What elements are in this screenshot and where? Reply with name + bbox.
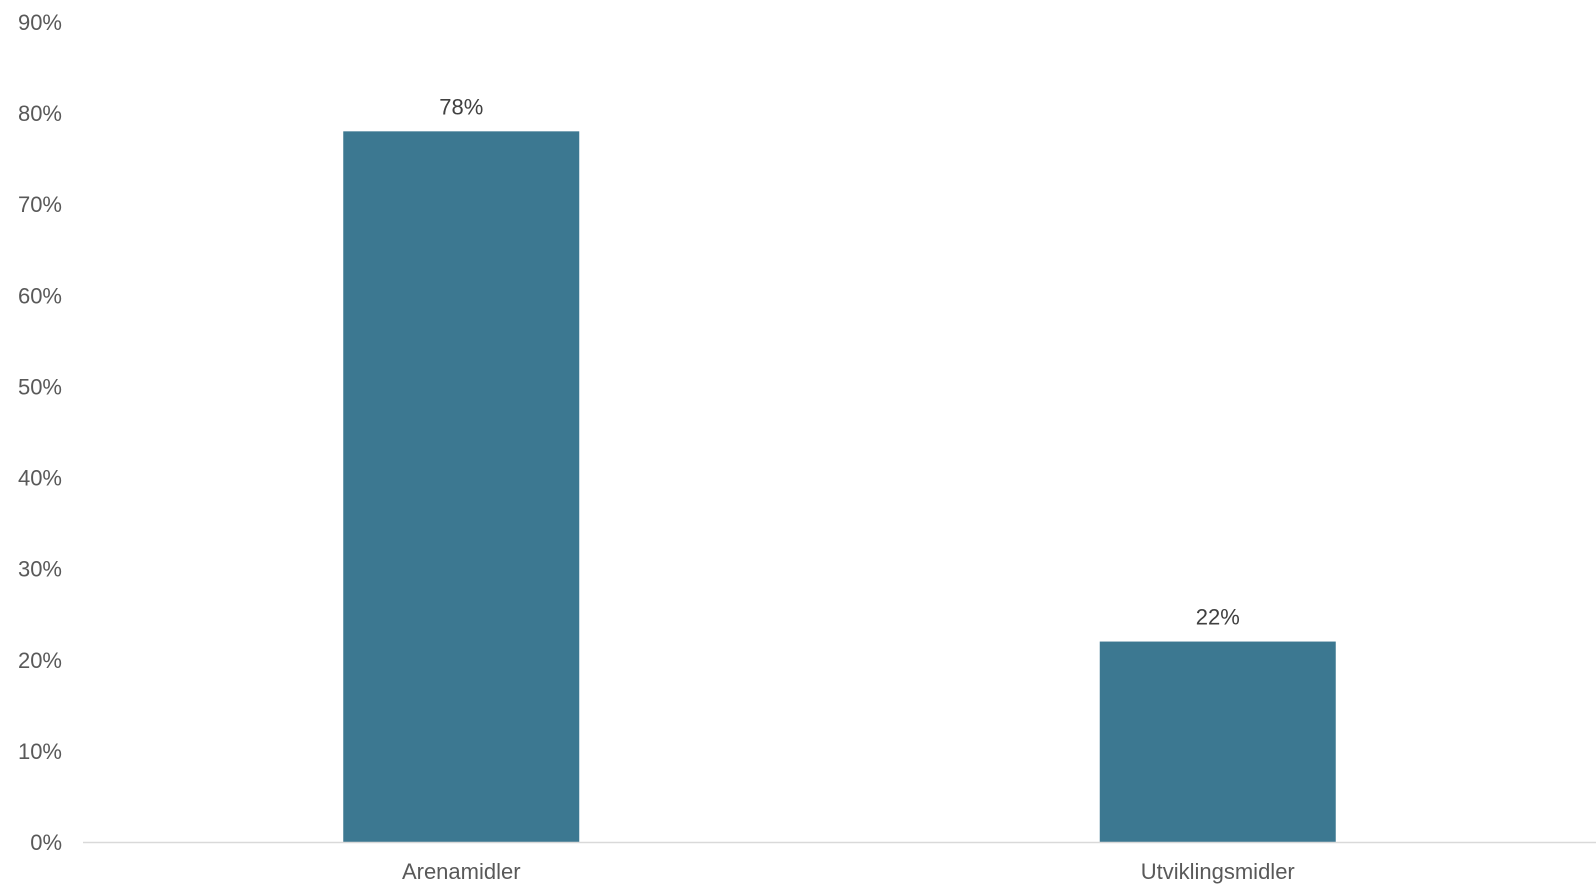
y-tick-label: 60% — [18, 283, 62, 308]
x-tick-label: Arenamidler — [402, 859, 521, 884]
y-tick-label: 80% — [18, 101, 62, 126]
data-labels: 78% 22% — [439, 94, 1240, 629]
y-tick-label: 10% — [18, 739, 62, 764]
bar-utviklingsmidler — [1099, 641, 1336, 842]
y-tick-label: 90% — [18, 10, 62, 35]
y-tick-label: 0% — [30, 830, 62, 855]
y-tick-label: 30% — [18, 557, 62, 582]
y-tick-label: 70% — [18, 192, 62, 217]
y-tick-label: 40% — [18, 466, 62, 491]
x-tick-label: Utviklingsmidler — [1141, 859, 1295, 884]
bar-arenamidler — [343, 131, 580, 843]
data-label: 22% — [1196, 605, 1240, 630]
y-axis: 0% 10% 20% 30% 40% 50% 60% 70% 80% 90% — [18, 10, 62, 855]
bar-series — [343, 131, 1336, 843]
x-axis: Arenamidler Utviklingsmidler — [402, 859, 1295, 884]
y-tick-label: 50% — [18, 374, 62, 399]
data-label: 78% — [439, 94, 483, 119]
y-tick-label: 20% — [18, 648, 62, 673]
